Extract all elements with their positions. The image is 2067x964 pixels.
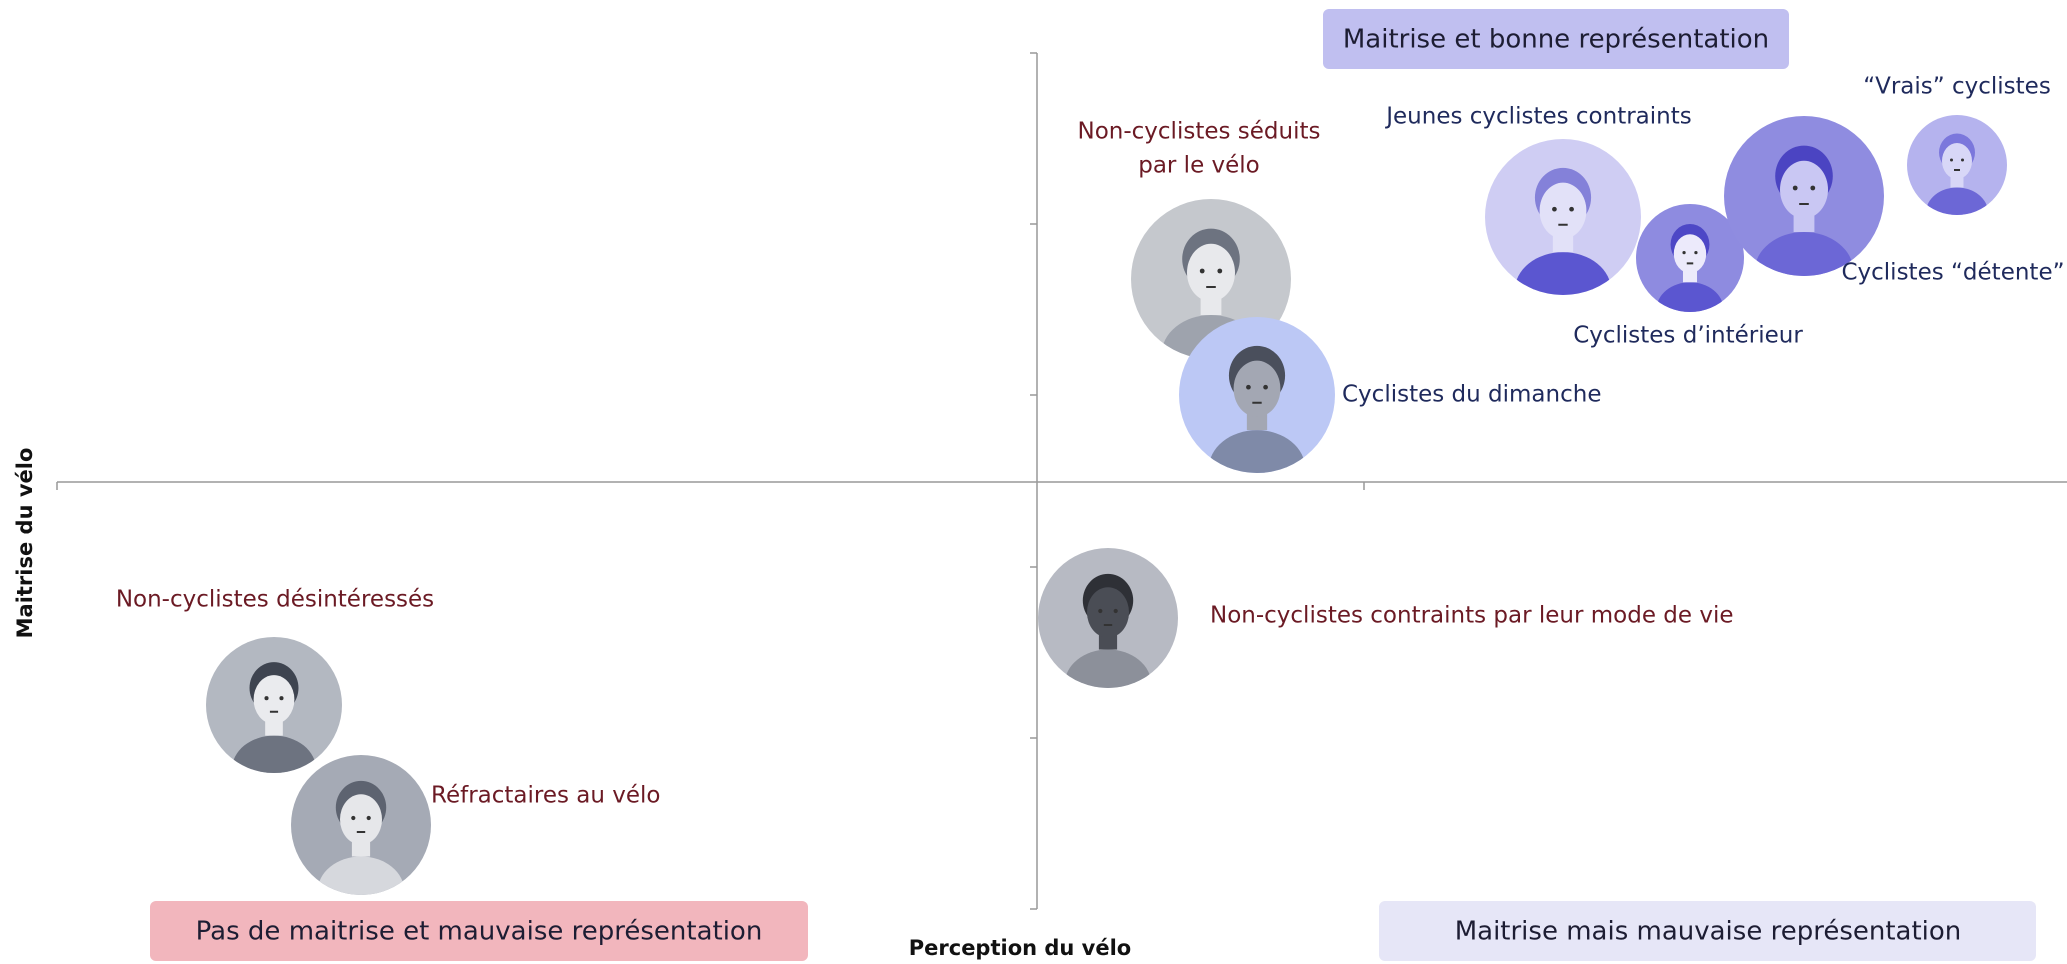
avatar <box>1064 573 1152 688</box>
avatar-head <box>1539 182 1587 239</box>
quadrant-box <box>150 901 808 961</box>
avatar-eye <box>1263 384 1268 390</box>
persona-label: Réfractaires au vélo <box>431 783 661 809</box>
avatar-eye <box>1682 250 1686 255</box>
avatar-head <box>1233 360 1281 417</box>
persona-label: Cyclistes “détente” <box>1841 260 2064 286</box>
avatar-eye <box>1552 206 1557 212</box>
persona-label: Non-cyclistes désintéressés <box>116 587 434 613</box>
avatar-eye <box>1217 268 1223 274</box>
quadrant-label: Maitrise mais mauvaise représentation <box>1455 917 1962 947</box>
avatar-body <box>317 856 405 895</box>
persona: Cyclistes d’intérieur <box>1573 204 1803 349</box>
persona-label: Non-cyclistes séduits <box>1078 119 1321 145</box>
avatar-eye <box>1792 185 1798 191</box>
avatar-body <box>1754 232 1854 276</box>
persona: Cyclistes du dimanche <box>1179 317 1601 473</box>
avatar <box>317 780 405 895</box>
y-axis-label: Maitrise du vélo <box>13 448 37 639</box>
avatar-head <box>1942 143 1972 179</box>
x-axis-label: Perception du vélo <box>909 936 1132 960</box>
avatar-eye <box>1113 608 1118 614</box>
avatar-body <box>1656 282 1724 312</box>
persona-label: “Vrais” cyclistes <box>1863 74 2051 100</box>
persona-label: Non-cyclistes contraints par leur mode d… <box>1210 603 1734 629</box>
avatar <box>1926 133 1988 215</box>
avatar-body <box>1926 187 1988 215</box>
avatar-eye <box>366 815 371 821</box>
persona: Réfractaires au vélo <box>291 755 661 895</box>
avatar-head <box>1780 160 1828 219</box>
avatar-eye <box>1199 268 1205 274</box>
avatar-eye <box>1694 250 1698 255</box>
avatar <box>1754 145 1854 276</box>
quadrant-label: Maitrise et bonne représentation <box>1343 25 1769 55</box>
persona: Non-cyclistes contraints par leur mode d… <box>1038 548 1734 688</box>
avatar-eye <box>1961 158 1964 162</box>
avatar-eye <box>1810 185 1816 191</box>
persona: Cyclistes “détente” <box>1724 116 2065 286</box>
avatar-eye <box>1569 206 1574 212</box>
avatar-eye <box>351 815 356 821</box>
persona: Jeunes cyclistes contraints <box>1384 104 1692 295</box>
avatar-body <box>231 735 317 773</box>
quadrant-box <box>1379 901 2036 961</box>
avatar-head <box>253 675 295 725</box>
avatar-head <box>1087 587 1129 638</box>
avatar-eye <box>264 696 269 701</box>
persona-label: par le vélo <box>1138 153 1260 179</box>
avatar-body <box>1208 430 1306 473</box>
avatar-eye <box>1950 158 1953 162</box>
avatar-eye <box>1246 384 1251 390</box>
avatar <box>1656 223 1724 312</box>
avatar-body <box>1064 649 1152 688</box>
quadrant-box <box>1323 9 1789 69</box>
persona-label: Cyclistes d’intérieur <box>1573 323 1803 349</box>
axes <box>56 52 2067 910</box>
avatar <box>1208 345 1306 473</box>
persona: “Vrais” cyclistes <box>1863 74 2051 215</box>
avatar-eye <box>279 696 284 701</box>
avatar <box>1514 167 1612 295</box>
avatar-head <box>1673 234 1707 274</box>
avatar-eye <box>1098 608 1103 614</box>
avatar <box>231 662 317 773</box>
avatar-head <box>1187 243 1235 302</box>
quadrant-label: Pas de maitrise et mauvaise représentati… <box>196 917 763 947</box>
persona-label: Cyclistes du dimanche <box>1342 382 1601 408</box>
persona: Non-cyclistes désintéressés <box>116 587 434 773</box>
avatar-body <box>1514 252 1612 295</box>
avatar-head <box>340 794 382 845</box>
persona-label: Jeunes cyclistes contraints <box>1384 104 1692 130</box>
